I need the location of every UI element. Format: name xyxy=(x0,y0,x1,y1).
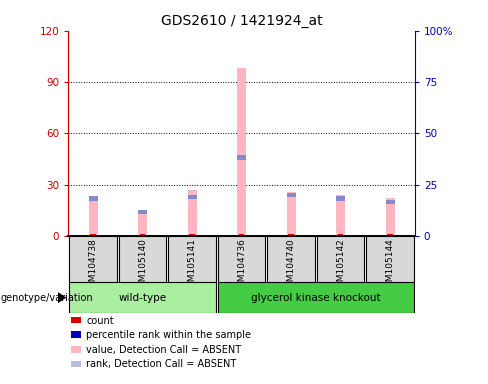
Bar xyxy=(338,233,343,236)
Bar xyxy=(286,192,296,236)
Text: count: count xyxy=(86,316,114,326)
Bar xyxy=(89,199,98,236)
Bar xyxy=(89,196,98,200)
Bar xyxy=(336,195,345,236)
Bar xyxy=(69,236,117,282)
Bar xyxy=(187,195,197,199)
Bar xyxy=(366,236,414,282)
Text: genotype/variation: genotype/variation xyxy=(0,293,93,303)
Bar xyxy=(140,233,145,236)
Bar xyxy=(336,196,345,200)
Bar xyxy=(138,210,147,214)
Bar xyxy=(267,236,315,282)
Bar xyxy=(168,236,216,282)
Text: wild-type: wild-type xyxy=(119,293,166,303)
Text: GSM105140: GSM105140 xyxy=(138,238,147,293)
Text: GSM104740: GSM104740 xyxy=(286,238,296,293)
Bar xyxy=(237,155,246,159)
Bar xyxy=(119,236,166,282)
Bar xyxy=(187,190,197,236)
Bar xyxy=(138,210,147,236)
Bar xyxy=(189,233,195,236)
Bar xyxy=(387,233,393,236)
Bar xyxy=(239,233,244,236)
Bar xyxy=(386,199,394,236)
Text: glycerol kinase knockout: glycerol kinase knockout xyxy=(251,293,381,303)
Bar xyxy=(286,193,296,197)
Text: rank, Detection Call = ABSENT: rank, Detection Call = ABSENT xyxy=(86,359,237,369)
Bar xyxy=(317,236,365,282)
Bar xyxy=(218,282,414,313)
Bar xyxy=(218,236,265,282)
Bar xyxy=(386,200,394,204)
Bar xyxy=(237,68,246,236)
Polygon shape xyxy=(58,292,66,303)
Text: GSM104738: GSM104738 xyxy=(88,238,98,293)
Text: GSM104736: GSM104736 xyxy=(237,238,246,293)
Text: GSM105142: GSM105142 xyxy=(336,238,345,293)
Text: GSM105141: GSM105141 xyxy=(187,238,197,293)
Bar xyxy=(90,233,96,236)
Text: value, Detection Call = ABSENT: value, Detection Call = ABSENT xyxy=(86,345,242,355)
Text: GSM105144: GSM105144 xyxy=(386,238,395,293)
Bar xyxy=(288,233,294,236)
Title: GDS2610 / 1421924_at: GDS2610 / 1421924_at xyxy=(161,14,323,28)
Text: percentile rank within the sample: percentile rank within the sample xyxy=(86,330,251,340)
Bar xyxy=(69,282,216,313)
